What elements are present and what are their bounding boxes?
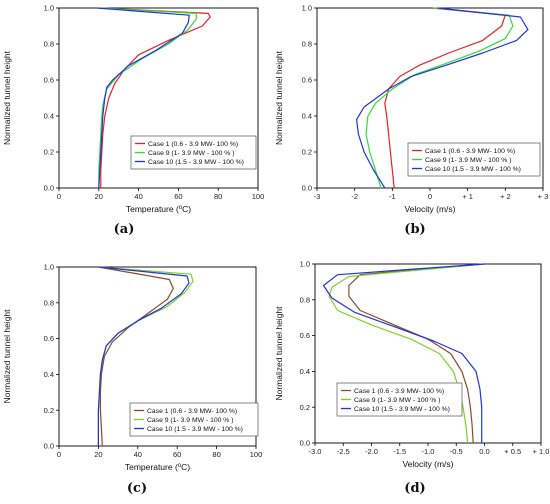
d-legend-entry-1: Case 1 (0.6 - 3.9 MW- 100 %) xyxy=(354,388,444,395)
a-caption: (a) xyxy=(114,222,135,237)
d-xtick-label: + 1.0 xyxy=(533,447,550,456)
a-xtick-label: 80 xyxy=(214,192,222,201)
d-y-axis-label: Normalized tunnel height xyxy=(274,306,284,401)
c-xtick-label: 80 xyxy=(212,450,220,459)
b-xtick-label: -2 xyxy=(351,192,358,201)
panel-b: -3 -2 -1 0 + 1 + 2 + 3 0.0 0.2 0.4 0.6 0.8 1.0 Veloci… xyxy=(274,4,548,237)
a-xtick-label: 20 xyxy=(95,192,103,201)
c-ytick-label: 0.4 xyxy=(44,370,54,379)
a-ytick-label: 0.2 xyxy=(44,148,54,157)
a-legend-box xyxy=(130,135,257,170)
c-ytick-label: 0.0 xyxy=(44,442,54,451)
b-legend-box xyxy=(407,142,541,177)
a-y-axis-label: Normalized tunnel height xyxy=(2,50,12,145)
b-xtick-label: 0 xyxy=(428,192,432,201)
a-plot-frame xyxy=(58,7,259,189)
c-series-line-3 xyxy=(97,266,190,446)
panel-c: 0 20 40 60 80 100 0.0 0.2 0.4 0.6 0.8 1.0 Temperatur… xyxy=(2,263,262,496)
b-ytick-label: 1.0 xyxy=(302,4,312,13)
d-xtick-label: -2.5 xyxy=(337,447,350,456)
a-series-line-1 xyxy=(98,7,211,188)
c-xtick-label: 100 xyxy=(250,450,263,459)
a-series-line-2 xyxy=(98,7,197,188)
d-xtick-label: -1.5 xyxy=(393,447,406,456)
b-series-line-2 xyxy=(365,7,514,189)
c-legend-entry-2: Case 9 (1- 3.9 MW - 100 % ) xyxy=(147,417,234,424)
d-legend-entry-2: Case 9 (1- 3.9 MW - 100 % ) xyxy=(354,397,441,404)
b-series-line-3 xyxy=(356,7,529,189)
a-legend-entry-1: Case 1 (0.6 - 3.9 MW- 100 %) xyxy=(148,141,238,148)
c-xtick-label: 0 xyxy=(57,450,61,459)
b-xtick-label: -3 xyxy=(314,192,321,201)
b-series-line-1 xyxy=(384,7,506,189)
a-xtick-label: 0 xyxy=(57,192,61,201)
b-ytick-label: 0.6 xyxy=(302,76,312,85)
b-x-axis-label: Velocity (m/s) xyxy=(404,204,455,214)
b-xtick-label: + 1 xyxy=(462,192,473,201)
a-ytick-label: 0.0 xyxy=(44,184,54,193)
d-xtick-label: + 0.5 xyxy=(504,447,521,456)
d-ytick-label: 1.0 xyxy=(300,260,310,269)
a-ytick-label: 0.4 xyxy=(44,112,54,121)
a-ytick-label: 0.6 xyxy=(44,76,54,85)
d-ytick-label: 0.8 xyxy=(300,295,310,304)
d-xtick-label: -3.0 xyxy=(309,447,322,456)
a-x-axis-label: Temperature (oC) xyxy=(126,204,191,214)
d-xtick-label: -2.0 xyxy=(365,447,378,456)
c-plot-frame xyxy=(58,266,257,447)
b-caption: (b) xyxy=(404,222,425,237)
d-xtick-label: 0.0 xyxy=(479,447,489,456)
c-ytick-label: 0.6 xyxy=(44,334,54,343)
b-xtick-label: + 2 xyxy=(500,192,511,201)
b-ytick-label: 0.8 xyxy=(302,40,312,49)
d-ytick-label: 0.0 xyxy=(300,439,310,448)
panel-d: -3.0 -2.5 -2.0 -1.5 -1.0 -0.5 0.0 + 0.5 + 1.0 0.0… xyxy=(274,260,549,496)
c-y-axis-label: Normalized tunnel height xyxy=(2,309,12,404)
c-legend-box xyxy=(129,402,259,437)
a-ytick-label: 1.0 xyxy=(44,4,54,13)
c-xtick-label: 40 xyxy=(134,450,142,459)
c-legend-entry-3: Case 10 (1.5 - 3.9 MW - 100 %) xyxy=(147,426,243,433)
c-legend-entry-1: Case 1 (0.6 - 3.9 MW- 100 %) xyxy=(147,408,237,415)
c-ytick-label: 1.0 xyxy=(44,263,54,272)
a-xtick-label: 60 xyxy=(174,192,182,201)
b-ytick-label: 0.0 xyxy=(302,184,312,193)
d-ytick-label: 0.2 xyxy=(300,403,310,412)
b-ytick-label: 0.2 xyxy=(302,148,312,157)
c-caption: (c) xyxy=(127,481,147,496)
d-ytick-label: 0.4 xyxy=(300,367,310,376)
d-legend-entry-3: Case 10 (1.5 - 3.9 MW - 100 %) xyxy=(354,406,450,413)
d-series-line-3 xyxy=(322,263,485,443)
b-y-axis-label: Normalized tunnel height xyxy=(274,50,284,145)
d-xtick-label: -1.0 xyxy=(422,447,435,456)
a-xtick-label: 40 xyxy=(134,192,142,201)
c-xtick-label: 20 xyxy=(94,450,102,459)
c-x-axis-label: Temperature (oC) xyxy=(125,462,190,472)
a-series-line-3 xyxy=(96,7,190,189)
d-series-line-2 xyxy=(328,263,485,444)
a-legend-entry-3: Case 10 (1.5 - 3.9 MW - 100 %) xyxy=(148,159,244,166)
d-caption: (d) xyxy=(404,481,425,496)
c-ytick-label: 0.8 xyxy=(44,298,54,307)
c-ytick-label: 0.2 xyxy=(44,406,54,415)
b-xtick-label: -1 xyxy=(389,192,396,201)
d-legend-box xyxy=(336,382,463,417)
b-legend-entry-1: Case 1 (0.6 - 3.9 MW- 100 %) xyxy=(425,148,515,155)
b-ytick-label: 0.4 xyxy=(302,112,312,121)
b-legend-entry-2: Case 9 (1- 3.9 MW - 100 % ) xyxy=(425,157,512,164)
a-legend-entry-2: Case 9 (1- 3.9 MW - 100 % ) xyxy=(148,150,235,157)
c-xtick-label: 60 xyxy=(173,450,181,459)
b-xtick-label: + 3 xyxy=(538,192,549,201)
b-legend-entry-3: Case 10 (1.5 - 3.9 MW - 100 %) xyxy=(425,166,521,173)
panel-a: 0 20 40 60 80 100 0.0 0.2 0.4 0.6 0.8 1.0 Temperatur… xyxy=(2,4,264,237)
a-ytick-label: 0.8 xyxy=(44,40,54,49)
d-x-axis-label: Velocity (m/s) xyxy=(402,459,453,469)
c-series-line-1 xyxy=(98,266,174,447)
d-ytick-label: 0.6 xyxy=(300,331,310,340)
d-xtick-label: -0.5 xyxy=(450,447,463,456)
a-xtick-label: 100 xyxy=(252,192,265,201)
